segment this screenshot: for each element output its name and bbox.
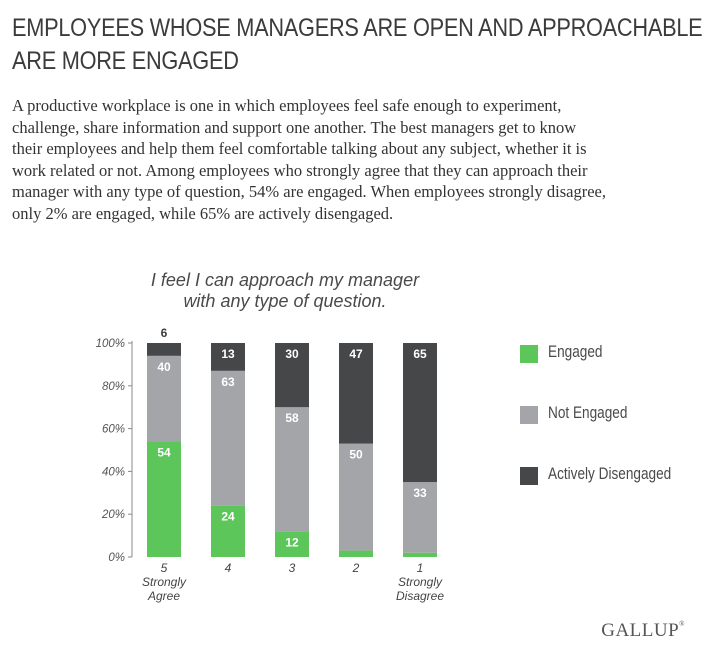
legend-item-not-engaged: Not Engaged (520, 401, 700, 431)
paragraph-line: work related or not. Among employees who… (12, 160, 588, 180)
y-tick-label: 80% (102, 381, 125, 393)
paragraph-line: A productive workplace is one in which e… (12, 96, 562, 115)
y-tick-label: 0% (108, 552, 125, 564)
legend-item-engaged: Engaged (520, 340, 700, 370)
legend-swatch-actively-disengaged (520, 467, 538, 485)
x-tick-label: 2 (352, 561, 360, 575)
legend-label: Not Engaged (548, 403, 628, 422)
bar-segment-not-engaged (275, 407, 309, 532)
bar-segment-not-engaged (403, 482, 437, 553)
data-label: 63 (221, 375, 235, 389)
paragraph-line: manager with any type of question, 54% a… (12, 182, 606, 201)
bar-segment-engaged (211, 505, 245, 557)
bar-segment-engaged (275, 531, 309, 557)
x-tick-label: 4 (225, 561, 232, 575)
data-label: 30 (285, 347, 299, 361)
legend-swatch-engaged (520, 345, 538, 363)
paragraph-line: their employees and help them feel comfo… (12, 139, 587, 158)
data-label: 12 (285, 535, 299, 549)
headline-line: ARE MORE ENGAGED (12, 47, 239, 75)
legend-swatch-not-engaged (520, 406, 538, 424)
bar-segment-actively-disengaged (147, 343, 181, 356)
bar-segment-actively-disengaged (275, 343, 309, 408)
bar-segment-actively-disengaged (403, 343, 437, 483)
bar-segment-not-engaged (211, 370, 245, 506)
chart-title: I feel I can approach my manager with an… (130, 270, 440, 312)
x-tick-sublabel: Disagree (396, 589, 444, 603)
y-tick-label: 100% (96, 338, 125, 350)
data-label: 33 (413, 486, 427, 500)
headline-line: EMPLOYEES WHOSE MANAGERS ARE OPEN AND AP… (12, 14, 703, 42)
bar-segment-engaged (147, 441, 181, 557)
x-tick-label: 5 (161, 561, 168, 575)
bar-segment-engaged (339, 550, 373, 557)
data-label: 47 (349, 347, 363, 361)
paragraph-line: challenge, share information and support… (12, 117, 577, 137)
legend-item-actively-disengaged: Actively Disengaged (520, 462, 700, 492)
bar-segment-engaged (403, 552, 437, 557)
y-tick-label: 20% (101, 509, 125, 521)
bar-segment-actively-disengaged (211, 343, 245, 371)
data-label: 54 (157, 445, 171, 459)
logo-text: GALLUP (601, 620, 680, 641)
data-label: 24 (221, 510, 235, 524)
legend-label: Actively Disengaged (548, 464, 672, 483)
bar-segment-actively-disengaged (339, 343, 373, 444)
bar-segment-not-engaged (339, 443, 373, 551)
data-label: 65 (413, 347, 427, 361)
y-tick-label: 60% (102, 424, 125, 436)
y-tick-label: 40% (102, 466, 125, 478)
data-label: 50 (349, 448, 363, 462)
x-tick-label: 1 (417, 561, 424, 575)
gallup-logo: GALLUP® (601, 620, 685, 642)
legend-label: Engaged (548, 342, 603, 361)
x-tick-label: 3 (289, 561, 296, 575)
trademark-mark: ® (679, 620, 685, 628)
x-tick-sublabel: Agree (147, 589, 180, 603)
data-label: 6 (161, 326, 168, 340)
headline: EMPLOYEES WHOSE MANAGERS ARE OPEN AND AP… (12, 12, 703, 78)
chart-title-line: with any type of question. (183, 291, 387, 311)
data-label: 13 (221, 347, 235, 361)
x-tick-sublabel: Strongly (142, 575, 187, 589)
paragraph-line: only 2% are engaged, while 65% are activ… (12, 203, 394, 223)
chart-title-line: I feel I can approach my manager (150, 270, 420, 290)
x-tick-sublabel: Strongly (398, 575, 443, 589)
data-label: 40 (157, 360, 171, 374)
intro-paragraph: A productive workplace is one in which e… (12, 95, 698, 224)
bar-segment-not-engaged (147, 355, 181, 442)
data-label: 58 (285, 411, 299, 425)
